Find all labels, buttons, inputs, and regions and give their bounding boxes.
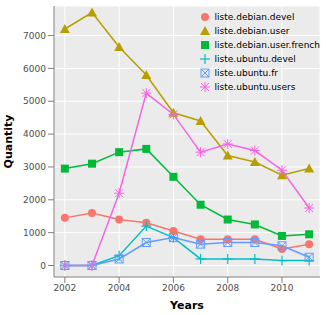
svg-text:2000: 2000 (23, 195, 46, 205)
html-text:liste.debian.user: liste.debian.user (214, 26, 290, 36)
svg-text:3000: 3000 (23, 162, 46, 172)
html-text:liste.debian.devel: liste.debian.devel (214, 12, 295, 22)
svg-text:5000: 5000 (23, 96, 46, 106)
svg-text:7000: 7000 (23, 31, 46, 41)
svg-text:2006: 2006 (162, 283, 185, 293)
svg-text:2010: 2010 (271, 283, 294, 293)
svg-text:6000: 6000 (23, 64, 46, 74)
html-text:liste.ubuntu.devel: liste.ubuntu.devel (214, 54, 296, 64)
html-text:liste.ubuntu.users: liste.ubuntu.users (214, 82, 296, 92)
svg-text:2004: 2004 (108, 283, 131, 293)
svg-text:Quantity: Quantity (8, 115, 15, 169)
svg-text:4000: 4000 (23, 129, 46, 139)
html-text:liste.debian.user.french: liste.debian.user.french (214, 40, 320, 50)
svg-text:Years: Years (169, 299, 204, 312)
svg-text:2002: 2002 (53, 283, 76, 293)
svg-text:0: 0 (40, 261, 46, 271)
svg-text:1000: 1000 (23, 228, 46, 238)
svg-text:2008: 2008 (216, 283, 239, 293)
html-text:liste.ubuntu.fr: liste.ubuntu.fr (214, 68, 278, 78)
